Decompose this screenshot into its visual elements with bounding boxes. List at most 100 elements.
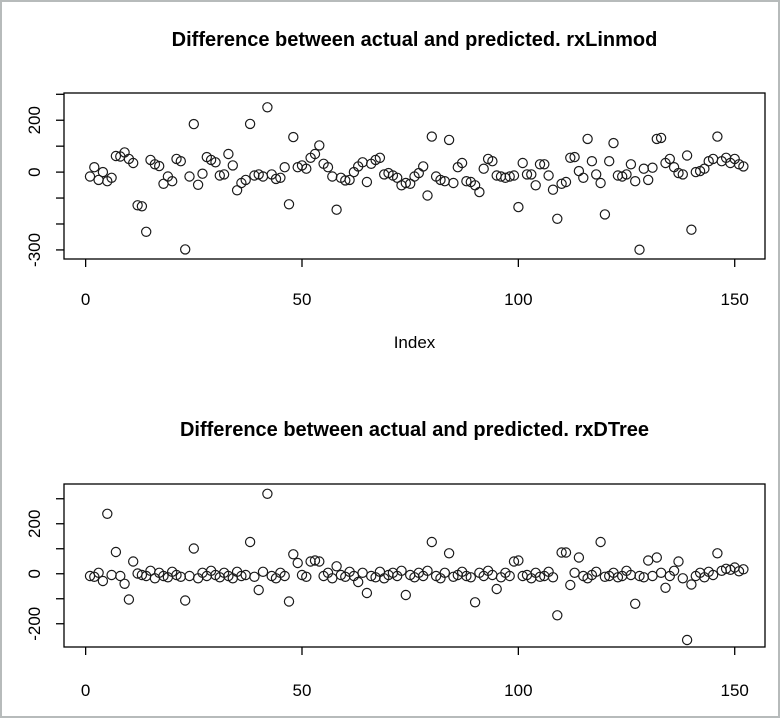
data-point	[179, 244, 191, 255]
data-point	[184, 570, 195, 582]
data-point	[115, 570, 126, 582]
data-point	[604, 155, 615, 167]
data-point	[461, 175, 472, 187]
data-point	[426, 131, 437, 142]
data-point	[448, 177, 459, 189]
data-point	[357, 567, 368, 579]
data-point	[179, 595, 191, 606]
data-point	[573, 165, 585, 177]
data-point	[223, 148, 234, 160]
data-point	[270, 173, 282, 185]
data-point	[288, 549, 299, 560]
data-point	[647, 162, 658, 173]
data-point	[106, 172, 117, 183]
data-point	[508, 556, 520, 567]
data-point	[292, 557, 303, 569]
data-point	[547, 572, 559, 583]
data-point	[400, 177, 411, 189]
data-point	[283, 199, 295, 210]
data-point	[487, 155, 498, 167]
x-tick-label: 150	[721, 290, 749, 309]
data-point	[647, 570, 658, 582]
data-point	[283, 596, 295, 607]
data-point	[400, 589, 411, 601]
data-point	[262, 488, 273, 499]
data-point	[443, 134, 455, 146]
data-point	[651, 552, 663, 563]
data-point	[712, 131, 723, 142]
data-point	[279, 161, 290, 173]
data-point	[136, 201, 148, 212]
data-point	[439, 567, 450, 579]
data-point	[465, 572, 476, 583]
data-point	[158, 570, 169, 582]
data-point	[530, 180, 541, 191]
data-point	[569, 567, 580, 579]
x-tick-label: 0	[81, 290, 90, 309]
data-point	[673, 167, 684, 179]
data-point	[84, 171, 96, 182]
data-point	[443, 548, 455, 559]
data-point	[257, 566, 269, 578]
data-point	[353, 576, 364, 588]
data-point	[681, 150, 693, 161]
data-point	[249, 571, 260, 583]
data-point	[127, 556, 139, 567]
data-point	[560, 176, 572, 188]
data-point	[275, 172, 286, 183]
data-point	[712, 548, 723, 559]
data-point	[552, 213, 563, 224]
data-point	[560, 547, 572, 558]
data-point	[262, 102, 273, 113]
data-point	[327, 171, 338, 182]
data-point	[638, 163, 650, 174]
data-point	[621, 169, 632, 180]
data-point	[595, 536, 606, 548]
data-point	[556, 547, 567, 558]
x-tick-label: 150	[721, 681, 749, 700]
data-point	[547, 184, 559, 195]
data-point	[478, 163, 489, 174]
data-point	[240, 174, 251, 186]
y-tick-label: 0	[25, 569, 44, 578]
data-point	[686, 224, 697, 235]
data-point	[166, 175, 178, 187]
data-point	[521, 169, 533, 180]
data-point	[565, 152, 576, 163]
data-point	[426, 536, 437, 548]
data-point	[660, 582, 671, 594]
data-point	[599, 209, 611, 220]
data-point	[681, 634, 693, 646]
data-point	[361, 176, 373, 188]
data-point	[102, 508, 113, 519]
data-point	[456, 157, 468, 169]
data-point	[197, 168, 208, 179]
y-tick-label: 0	[25, 167, 44, 176]
plot-box	[63, 92, 766, 260]
x-axis-label: Index	[394, 333, 436, 352]
data-point	[673, 556, 684, 567]
data-point	[374, 152, 386, 163]
data-point	[474, 186, 485, 198]
data-point	[738, 161, 749, 172]
data-point	[106, 569, 117, 581]
data-point	[556, 178, 567, 189]
data-point	[651, 133, 663, 145]
data-point	[301, 571, 312, 583]
data-point	[97, 575, 109, 587]
data-point	[543, 170, 554, 181]
data-point	[279, 570, 290, 582]
data-point	[690, 166, 702, 178]
data-point	[322, 161, 334, 173]
data-point	[668, 565, 680, 577]
plot-title: Difference between actual and predicted.…	[180, 419, 649, 441]
plot-box	[63, 483, 766, 648]
data-point	[582, 133, 593, 145]
data-point	[508, 170, 520, 181]
data-point	[236, 570, 247, 582]
data-point	[396, 565, 407, 577]
data-point	[630, 598, 641, 610]
data-point	[435, 174, 446, 186]
data-point	[175, 155, 186, 167]
